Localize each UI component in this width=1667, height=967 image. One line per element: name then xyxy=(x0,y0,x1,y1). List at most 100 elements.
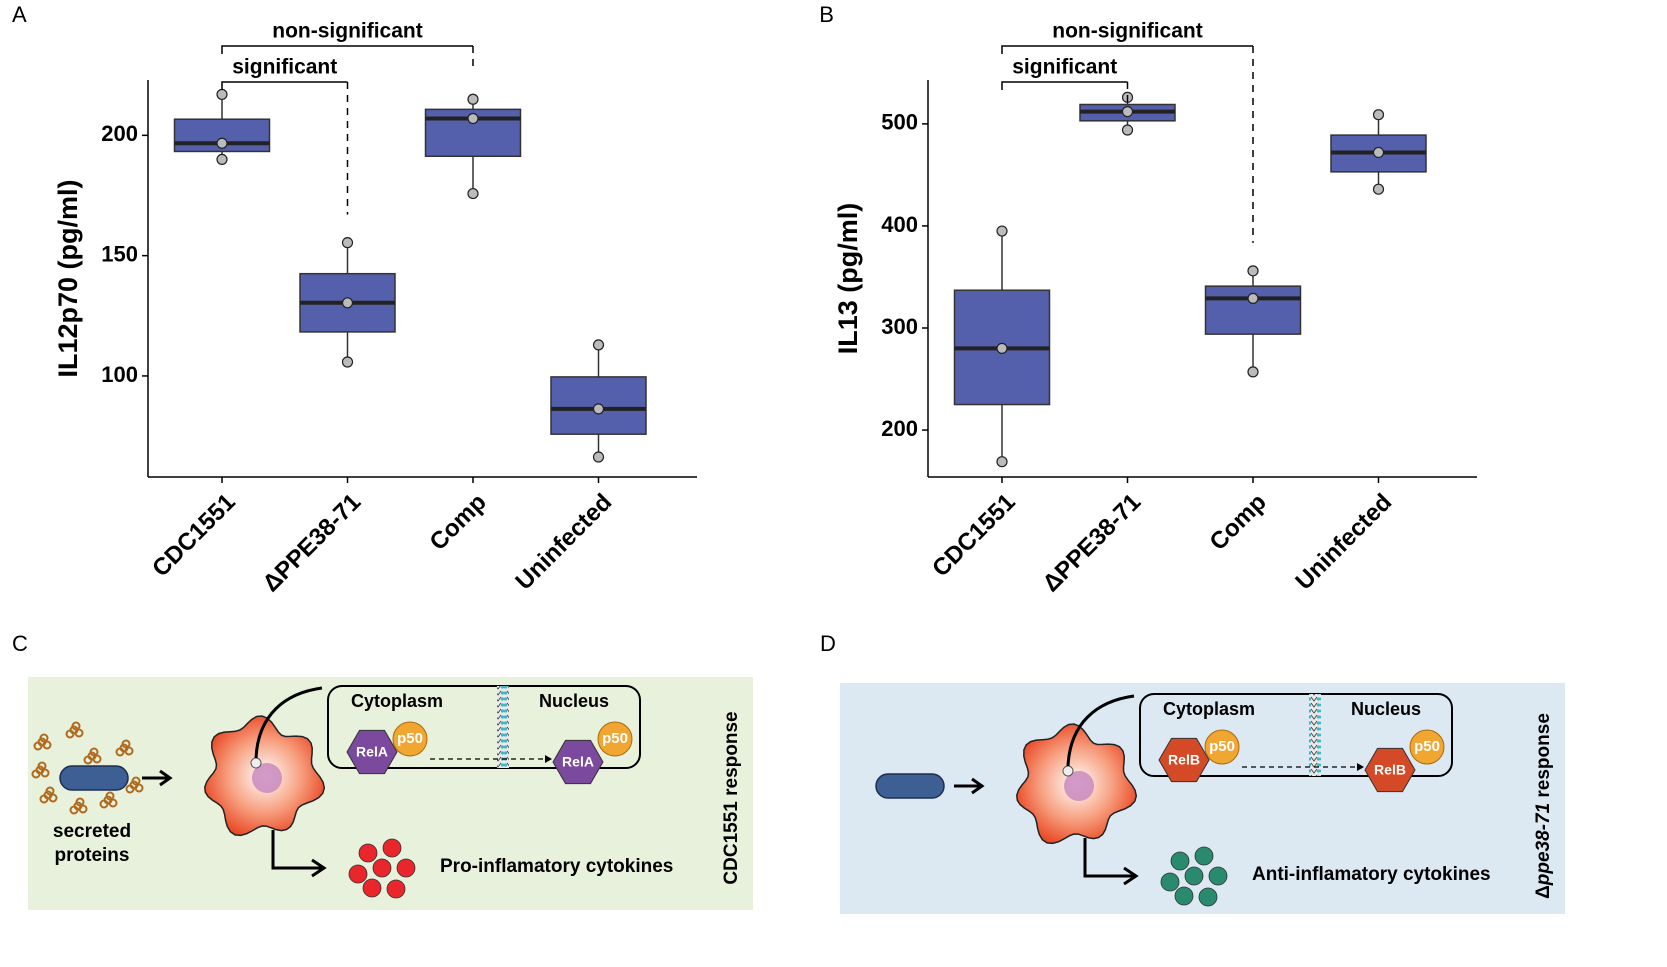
data-point xyxy=(996,342,1008,355)
side-label: CDC1551 response xyxy=(721,711,742,884)
data-point xyxy=(1247,292,1259,305)
output-arrow xyxy=(1083,838,1139,886)
y-tick-label: 300 xyxy=(881,314,918,339)
secreted-protein xyxy=(48,793,58,803)
side-label-part: response xyxy=(1533,713,1554,803)
cytokine xyxy=(372,858,392,878)
secreted-protein xyxy=(124,746,134,756)
secreted-protein xyxy=(31,769,41,779)
panel-label: C xyxy=(12,631,28,656)
transcription-factor xyxy=(552,739,604,785)
bracket xyxy=(221,81,348,90)
secreted-protein xyxy=(121,739,131,749)
factor-label: RelB xyxy=(1168,752,1200,768)
data-point xyxy=(341,356,354,368)
arrow xyxy=(142,769,173,787)
x-tick-label: Uninfected xyxy=(510,489,617,596)
data-point xyxy=(216,88,228,101)
y-tick-label: 200 xyxy=(101,121,138,146)
nucleus-label: Nucleus xyxy=(1351,699,1421,719)
side-label-part: CDC1551 response xyxy=(721,711,742,884)
cytokine xyxy=(382,838,402,858)
secreted-protein xyxy=(69,805,79,815)
secreted-label: proteins xyxy=(55,845,130,866)
data-point xyxy=(1247,366,1259,378)
y-axis-label: IL12p70 (pg/ml) xyxy=(53,179,83,377)
data-point xyxy=(467,187,479,200)
cytokine xyxy=(1160,872,1180,892)
y-tick-label: 500 xyxy=(881,110,918,135)
factor-label: RelA xyxy=(562,754,594,770)
bracket-label: significant xyxy=(232,56,337,79)
secreted-protein xyxy=(83,755,93,765)
secreted-protein xyxy=(42,740,52,750)
y-tick-label: 200 xyxy=(881,416,918,441)
arrowhead xyxy=(545,755,552,763)
secreted-protein xyxy=(74,728,84,738)
cytokine xyxy=(1208,866,1228,886)
data-point xyxy=(1121,106,1134,118)
y-tick-label: 100 xyxy=(101,362,138,387)
bracket xyxy=(221,45,473,54)
transcription-factor xyxy=(346,729,398,775)
arrowhead xyxy=(1357,763,1364,771)
side-label-part: ppe38-71 xyxy=(1533,803,1554,886)
panel-label: A xyxy=(12,2,27,27)
side-label: Δppe38-71 response xyxy=(1533,713,1554,899)
secreted-protein xyxy=(92,754,102,764)
x-tick-label: Comp xyxy=(1205,489,1272,556)
panel-label: D xyxy=(820,631,836,656)
p50 xyxy=(1204,729,1240,765)
secreted-protein xyxy=(125,784,135,794)
y-tick-label: 400 xyxy=(881,212,918,237)
signal-line xyxy=(254,686,323,759)
bracket xyxy=(1001,45,1253,54)
x-tick-label: Uninfected xyxy=(1290,489,1397,596)
phagosome xyxy=(250,757,262,769)
data-point xyxy=(467,112,479,125)
p50 xyxy=(597,721,633,757)
transcription-factor xyxy=(1364,747,1416,793)
phagosome xyxy=(1062,765,1074,777)
bacterium xyxy=(875,773,945,799)
cytokine xyxy=(396,858,416,878)
cytokine xyxy=(1184,866,1204,886)
secreted-protein xyxy=(37,761,47,771)
cytoplasm-label: Cytoplasm xyxy=(1163,699,1255,719)
cytokine xyxy=(1194,846,1214,866)
cytokine xyxy=(358,843,378,863)
arrow xyxy=(954,777,985,795)
secreted-protein xyxy=(33,741,43,751)
cytoplasm-label: Cytoplasm xyxy=(351,691,443,711)
secreted-protein xyxy=(105,791,115,801)
bracket xyxy=(1001,81,1128,90)
membrane xyxy=(1309,694,1321,776)
factor-label: RelB xyxy=(1374,762,1406,778)
data-point xyxy=(341,297,354,309)
cytokines-label: Pro-inflamatory cytokines xyxy=(440,856,673,877)
data-point xyxy=(467,93,479,105)
data-point xyxy=(341,237,354,249)
bracket-label: non-significant xyxy=(272,20,423,43)
cytokine xyxy=(1198,887,1218,907)
x-tick-label: CDC1551 xyxy=(147,489,241,583)
cell-nucleus xyxy=(252,763,282,793)
compartment xyxy=(327,685,641,769)
data-point xyxy=(1247,265,1259,277)
secreted-protein xyxy=(108,798,118,808)
secreted-protein xyxy=(115,747,125,757)
bacterium xyxy=(59,765,129,791)
secreted-protein xyxy=(99,799,109,809)
secreted-protein xyxy=(45,786,55,796)
data-point xyxy=(592,339,605,351)
secreted-protein xyxy=(75,797,85,807)
data-point xyxy=(1121,124,1134,136)
data-point xyxy=(216,153,228,165)
data-point xyxy=(592,451,605,463)
factor-label: RelA xyxy=(356,744,388,760)
x-tick-label: ΔPPE38-71 xyxy=(1038,489,1147,598)
y-axis-label: IL13 (pg/ml) xyxy=(833,203,863,355)
cytokine xyxy=(348,864,368,884)
output-arrow xyxy=(271,830,327,878)
cytokine xyxy=(1170,851,1190,871)
